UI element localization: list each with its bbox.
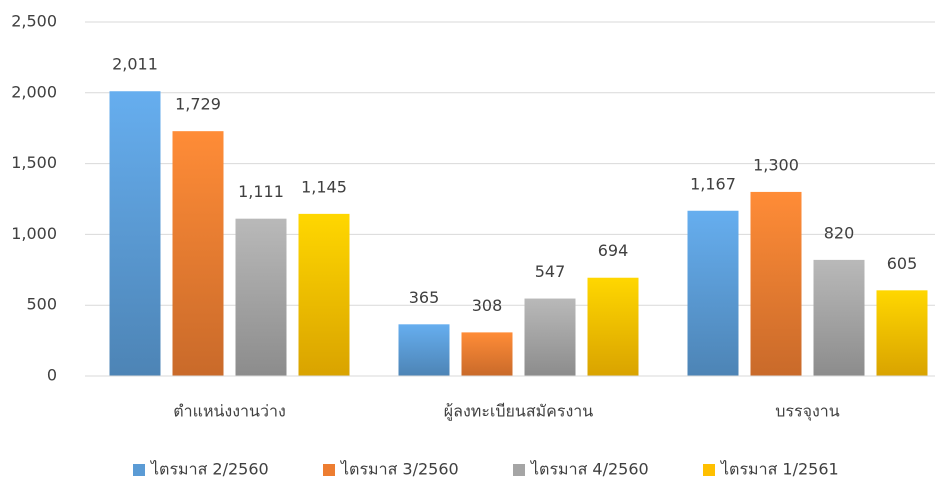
value-label: 1,300 <box>753 155 799 174</box>
legend-label: ไตรมาส 2/2560 <box>149 460 269 479</box>
value-label: 694 <box>598 241 629 260</box>
bar <box>298 213 350 376</box>
x-tick-label: ผู้ลงทะเบียนสมัครงาน <box>444 402 593 422</box>
legend-swatch <box>513 464 525 476</box>
value-label: 820 <box>824 223 855 242</box>
bar <box>687 210 739 376</box>
bar <box>398 324 450 376</box>
value-label: 1,729 <box>175 95 221 114</box>
value-label: 2,011 <box>112 55 158 74</box>
y-tick-label: 1,500 <box>11 153 57 172</box>
value-label: 365 <box>409 288 440 307</box>
y-tick-label: 1,000 <box>11 224 57 243</box>
y-tick-label: 500 <box>26 295 57 314</box>
bar <box>876 290 928 376</box>
y-tick-label: 2,500 <box>11 12 57 31</box>
value-label: 1,111 <box>238 182 284 201</box>
y-tick-label: 0 <box>47 366 57 385</box>
bar <box>461 332 513 376</box>
bar <box>109 91 161 376</box>
value-label: 1,167 <box>690 174 736 193</box>
bar <box>524 298 576 376</box>
value-label: 547 <box>535 262 566 281</box>
value-label: 605 <box>887 254 918 273</box>
bar <box>813 259 865 376</box>
bar <box>235 218 287 376</box>
legend-swatch <box>323 464 335 476</box>
legend-swatch <box>703 464 715 476</box>
legend-label: ไตรมาส 1/2561 <box>719 460 839 479</box>
legend-label: ไตรมาส 4/2560 <box>529 460 649 479</box>
bar <box>587 277 639 376</box>
bar <box>172 131 224 376</box>
legend-swatch <box>133 464 145 476</box>
value-label: 1,145 <box>301 177 347 196</box>
legend-label: ไตรมาส 3/2560 <box>339 460 459 479</box>
x-tick-label: บรรจุงาน <box>775 402 840 422</box>
y-tick-label: 2,000 <box>11 82 57 101</box>
value-label: 308 <box>472 296 503 315</box>
x-tick-label: ตำแหน่งงานว่าง <box>173 402 286 421</box>
bar <box>750 191 802 376</box>
